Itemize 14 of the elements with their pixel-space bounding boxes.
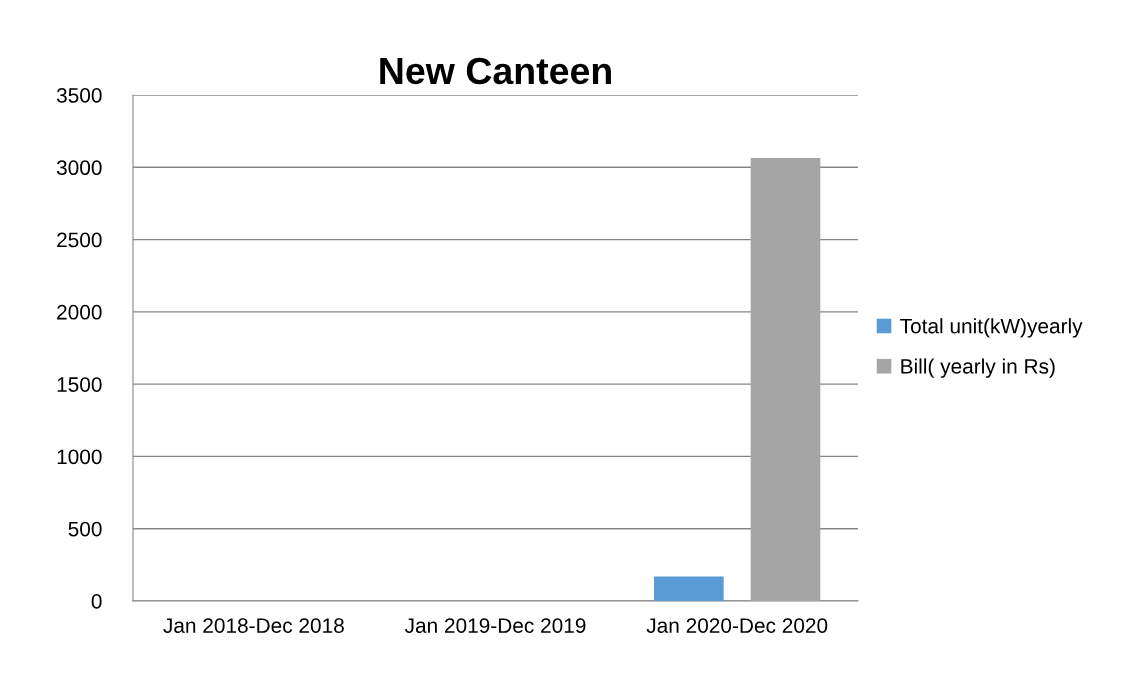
y-tick-label: 0 — [91, 594, 102, 609]
x-tick-label: Jan 2019-Dec 2019 — [404, 618, 586, 633]
y-tick-label: 1500 — [57, 377, 102, 392]
y-tick-label: 2500 — [57, 232, 102, 248]
y-tick-label: 3500 — [56, 88, 102, 103]
y-tick-label: 1000 — [57, 449, 102, 465]
x-tick-label: Jan 2020-Dec 2020 — [646, 618, 828, 633]
y-tick-label: 2000 — [57, 304, 102, 320]
y-tick-label: 500 — [68, 521, 102, 537]
legend-label: Total unit(kW)yearly — [900, 318, 1083, 338]
x-tick-label: Jan 2018-Dec 2018 — [163, 618, 344, 633]
chart-title: New Canteen — [380, 57, 611, 85]
y-tick-label: 3000 — [56, 160, 102, 176]
legend-label: Bill( yearly in Rs) — [901, 358, 1055, 378]
